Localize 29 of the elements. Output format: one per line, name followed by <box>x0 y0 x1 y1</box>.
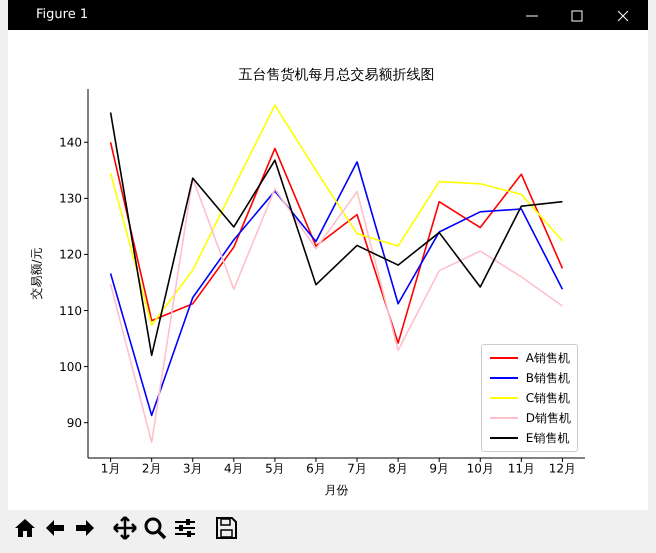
y-tick-label: 100 <box>59 360 82 374</box>
y-tick-label: 120 <box>59 248 82 262</box>
y-tick-label: 110 <box>59 304 82 318</box>
x-tick-label: 2月 <box>142 462 162 476</box>
legend-label: B销售机 <box>526 370 570 386</box>
x-axis-title: 月份 <box>324 483 348 497</box>
x-tick-label: 10月 <box>466 462 494 476</box>
caption: Figure 1 <box>36 7 88 22</box>
x-tick-label: 6月 <box>306 462 326 476</box>
line-series <box>110 141 564 344</box>
x-tick-label: 12月 <box>548 462 576 476</box>
x-tick-label: 3月 <box>182 462 203 476</box>
legend-label: E销售机 <box>526 430 570 446</box>
chart-title: 五台售货机每月总交易额折线图 <box>238 66 436 84</box>
y-tick-label: 130 <box>59 192 82 206</box>
y-axis-title: 交易额/元 <box>29 247 44 300</box>
y-tick-label: 140 <box>59 136 82 150</box>
legend-label: C销售机 <box>526 390 570 406</box>
x-tick-label: 9月 <box>429 462 450 476</box>
x-tick-label: 8月 <box>388 462 408 476</box>
x-tick-label: 11月 <box>508 462 535 476</box>
legend-label: A销售机 <box>526 350 570 366</box>
y-tick-label: 90 <box>66 416 82 430</box>
x-tick-label: 7月 <box>347 462 367 476</box>
legend-label: D销售机 <box>526 410 571 426</box>
line-series <box>110 104 564 326</box>
x-tick-label: 1月 <box>100 462 120 476</box>
x-tick-label: 4月 <box>224 462 244 476</box>
x-tick-label: 5月 <box>265 462 285 476</box>
